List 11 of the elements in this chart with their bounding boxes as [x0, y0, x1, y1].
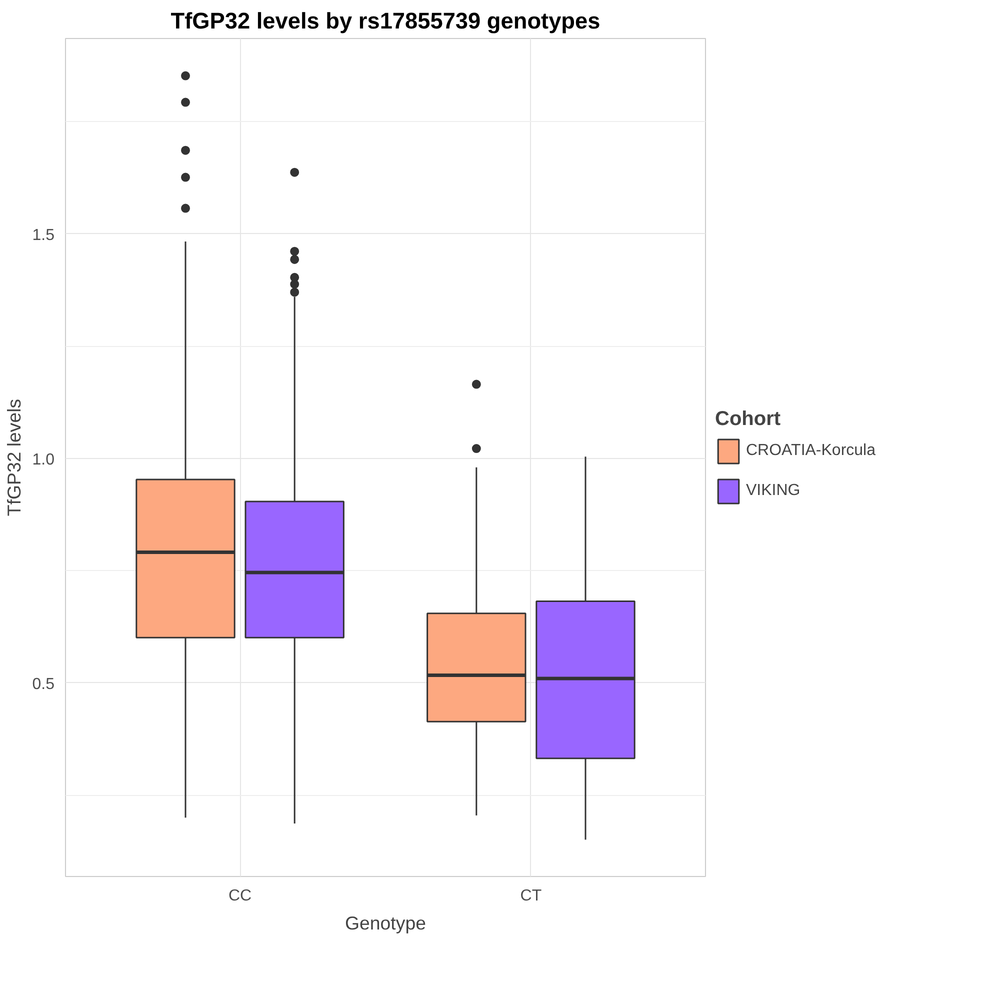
legend-title: Cohort	[715, 408, 782, 431]
y-axis-title: TfGP32 levels	[3, 398, 24, 516]
y-tick-label: 1.5	[32, 226, 55, 244]
x-tick-label: CC	[228, 888, 252, 904]
x-tick-label: CT	[520, 888, 542, 904]
y-tick-label: 1.0	[32, 451, 55, 468]
legend-label: VIKING	[746, 482, 800, 500]
x-axis-title: Genotype	[345, 912, 426, 934]
chart-title: TfGP32 levels by rs17855739 genotypes	[170, 8, 600, 34]
legend-label: CROATIA-Korcula	[746, 442, 876, 460]
y-tick-label: 0.5	[32, 676, 55, 693]
